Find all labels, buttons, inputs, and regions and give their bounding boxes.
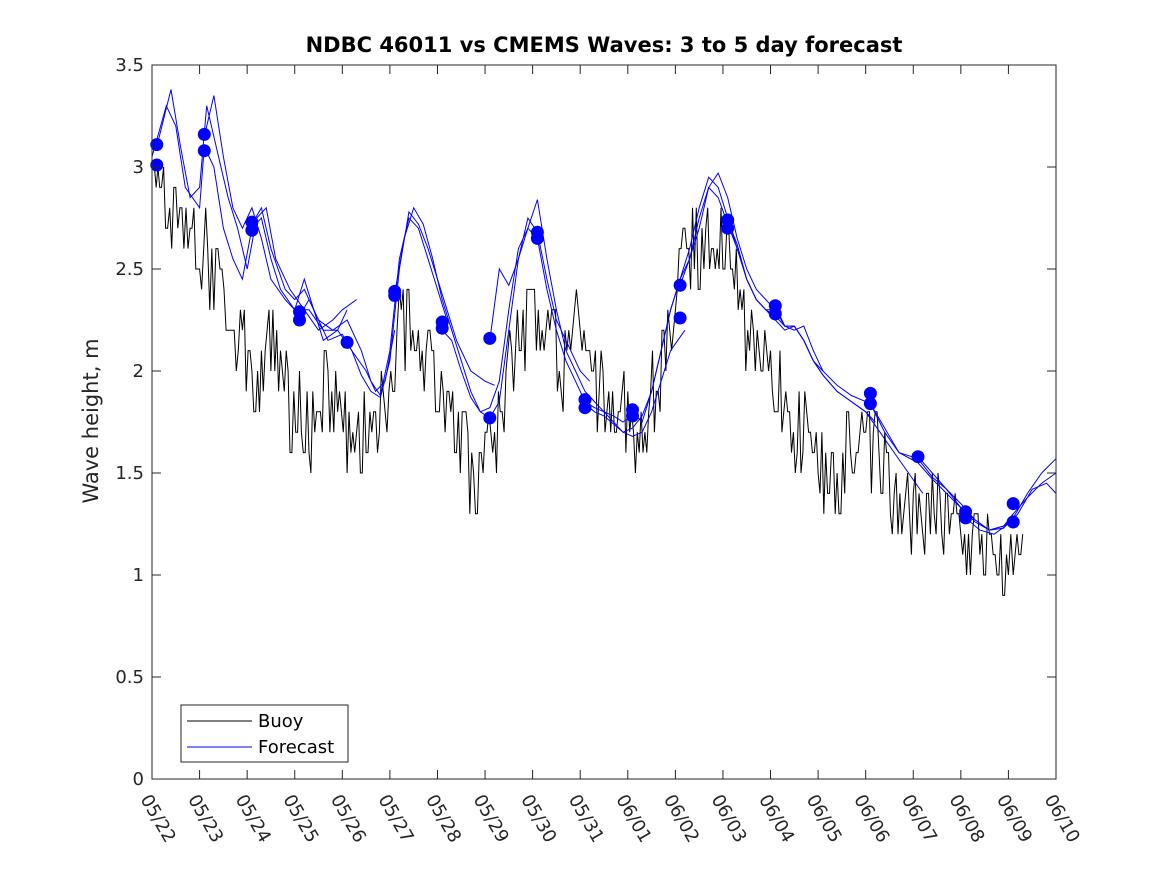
forecast-marker-29 [911, 450, 925, 464]
x-tick-label: 05/29 [469, 791, 513, 846]
legend-forecast-label: Forecast [258, 737, 334, 758]
forecast-run-line-8 [584, 172, 776, 433]
chart-title: NDBC 46011 vs CMEMS Waves: 3 to 5 day fo… [306, 33, 903, 57]
legend-box [180, 704, 349, 763]
forecast-run-line-0 [151, 104, 348, 331]
x-tick-label: 06/04 [754, 791, 798, 846]
forecast-marker-26 [768, 307, 782, 321]
forecast-marker-12 [435, 321, 449, 335]
y-tick-label: 3.5 [115, 55, 144, 76]
forecast-marker-0 [150, 138, 164, 152]
forecast-marker-22 [673, 311, 687, 325]
x-tick-label: 06/06 [849, 791, 893, 846]
y-tick-label: 1.5 [115, 463, 144, 484]
x-tick-label: 05/25 [278, 791, 322, 846]
legend-buoy-label: Buoy [258, 711, 304, 732]
buoy-series-line [153, 166, 1024, 596]
x-tick-label: 05/26 [326, 791, 370, 846]
x-tick-label: 06/09 [992, 791, 1036, 846]
forecast-run-line-2 [203, 95, 396, 393]
x-tick-label: 06/10 [1040, 791, 1084, 846]
x-tick-label: 05/31 [564, 791, 608, 846]
forecast-marker-5 [245, 223, 259, 237]
forecast-marker-1 [150, 158, 164, 172]
x-tick-label: 06/01 [611, 791, 655, 846]
forecast-marker-33 [1006, 515, 1020, 529]
forecast-run-line-4 [299, 210, 495, 399]
forecast-marker-32 [1006, 497, 1020, 511]
forecast-marker-13 [483, 331, 497, 345]
x-tick-label: 05/24 [231, 791, 275, 846]
forecast-marker-8 [340, 335, 354, 349]
forecast-marker-31 [959, 511, 973, 525]
forecast-run-line-7 [489, 199, 686, 437]
forecast-marker-3 [197, 144, 211, 158]
axes-frame [151, 64, 1057, 780]
forecast-marker-21 [673, 278, 687, 292]
forecast-run-line-11 [727, 219, 924, 494]
forecast-marker-24 [721, 221, 735, 235]
forecast-marker-7 [293, 313, 306, 327]
y-tick-label: 1 [133, 565, 144, 586]
y-tick-label: 0.5 [115, 667, 144, 688]
x-tick-label: 06/08 [945, 791, 989, 846]
y-tick-label: 2.5 [115, 259, 144, 280]
x-tick-label: 06/03 [707, 791, 751, 846]
x-tick-label: 06/05 [802, 791, 846, 846]
y-tick-label: 3 [133, 157, 144, 178]
plot-area [150, 89, 1057, 596]
x-tick-label: 06/07 [897, 791, 941, 846]
forecast-run-line-14 [917, 456, 1057, 531]
forecast-marker-28 [863, 397, 877, 411]
forecast-marker-20 [626, 409, 639, 423]
y-tick-label: 0 [133, 769, 144, 790]
y-tick-label: 2 [133, 361, 144, 382]
forecast-marker-2 [197, 127, 211, 141]
x-tick-label: 06/02 [659, 791, 703, 846]
x-tick-label: 05/22 [136, 791, 180, 846]
forecast-marker-18 [578, 401, 592, 415]
x-tick-label: 05/30 [516, 791, 560, 846]
legend: Buoy Forecast [180, 704, 349, 763]
x-tick-label: 05/28 [421, 791, 465, 846]
forecast-run-line-1 [156, 89, 357, 331]
forecast-marker-16 [530, 231, 544, 245]
x-tick-label: 05/23 [183, 791, 227, 846]
x-tick-label: 05/27 [374, 791, 418, 846]
forecast-marker-10 [388, 289, 402, 302]
forecast-marker-27 [863, 386, 877, 400]
forecast-marker-14 [483, 411, 497, 425]
y-axis-label: Wave height, m [79, 338, 103, 503]
forecast-run-line-3 [251, 206, 448, 397]
